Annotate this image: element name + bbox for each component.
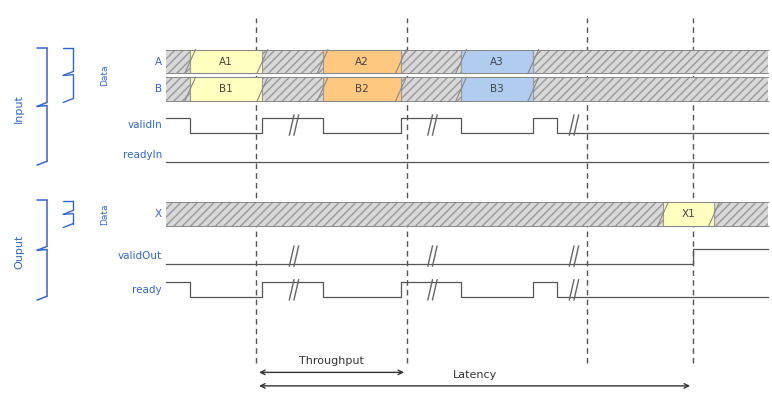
Bar [166,50,190,73]
Text: Data: Data [100,204,109,225]
Text: A: A [155,56,162,67]
Text: B: B [155,84,162,94]
Bar [166,77,190,101]
Text: Latency: Latency [452,370,496,380]
Bar [714,202,768,226]
Text: B2: B2 [355,84,368,94]
Bar [166,202,662,226]
Text: A2: A2 [355,56,368,67]
Bar [323,50,401,73]
Bar [401,50,461,73]
Bar [190,50,262,73]
Text: X: X [155,209,162,220]
Text: Input: Input [15,94,24,123]
Bar [262,50,323,73]
Bar [166,202,662,226]
Text: A3: A3 [490,56,504,67]
Bar [323,77,401,101]
Bar [262,77,323,101]
Text: readyIn: readyIn [123,150,162,160]
Bar [533,77,768,101]
Bar [401,50,461,73]
Bar [166,77,190,101]
Bar [533,50,768,73]
Text: B1: B1 [219,84,233,94]
Text: Data: Data [100,65,109,86]
Text: A1: A1 [219,56,233,67]
Text: validOut: validOut [118,251,162,261]
Bar [262,50,323,73]
Text: Ouput: Ouput [15,235,24,269]
Bar [533,77,768,101]
Text: Throughput: Throughput [299,357,364,366]
Text: validIn: validIn [127,120,162,130]
Bar [714,202,768,226]
Text: B3: B3 [490,84,504,94]
Text: X1: X1 [682,209,696,220]
Bar [262,77,323,101]
Bar [533,50,768,73]
Bar [461,77,533,101]
Bar [461,50,533,73]
Text: ready: ready [133,285,162,295]
Bar [190,77,262,101]
Bar [401,77,461,101]
Bar [662,202,714,226]
Bar [401,77,461,101]
Bar [166,50,190,73]
